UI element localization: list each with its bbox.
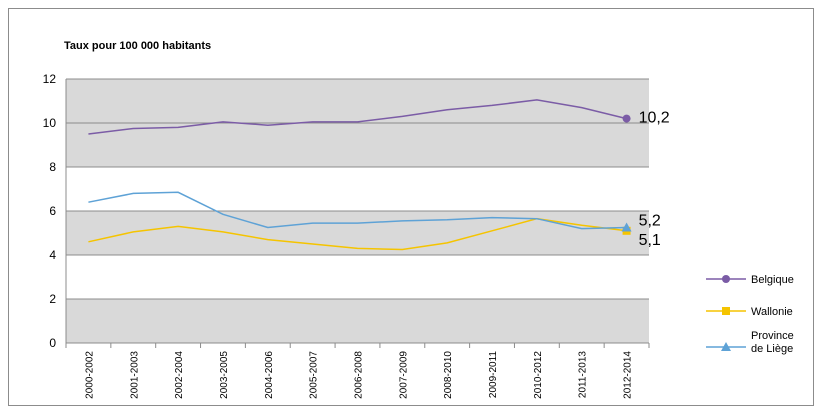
plot-bands: [66, 79, 649, 343]
x-tick-label: 2005-2007: [309, 351, 320, 399]
legend-label-line: de Liège: [751, 343, 793, 355]
x-tick-label: 2008-2010: [443, 351, 454, 399]
band-10-12: [66, 79, 649, 123]
y-tick-label: 10: [43, 116, 57, 130]
y-tick-label: 6: [49, 204, 56, 218]
y-tick-label: 0: [49, 336, 56, 350]
legend-label-line: Province: [751, 330, 794, 342]
series-lines: [88, 99, 632, 251]
legend-label-province-de-li-ge: Province de Liège: [751, 330, 794, 355]
x-axis-ticks: 2000-2002 2001-2003 2002-2004 2003-2005 2004…: [84, 351, 633, 399]
y-tick-label: 4: [49, 248, 56, 262]
series-end-marker-belgique: [622, 114, 631, 123]
x-tick-label: 2003-2005: [219, 351, 230, 399]
x-tick-label: 2000-2002: [84, 351, 95, 399]
legend-marker-wallonie: [722, 307, 730, 315]
band-0-2: [66, 299, 649, 343]
x-tick-label: 2004-2006: [264, 351, 275, 399]
x-tick-label: 2010-2012: [533, 351, 544, 399]
x-tick-label: 2006-2008: [354, 351, 365, 399]
end-label-wallonie: 5,1: [639, 232, 661, 249]
legend-marker-province-de-li-ge: [721, 342, 731, 351]
band-8-10: [66, 123, 649, 167]
chart-frame: Taux pour 100 000 habitants 0 2 4 6 8 10 12 20…: [8, 8, 814, 406]
x-tick-label: 2009-2011: [488, 351, 499, 399]
y-tick-label: 12: [43, 72, 57, 86]
chart-title: Taux pour 100 000 habitants: [64, 40, 211, 52]
series-line-province-de-li-ge: [88, 191, 627, 230]
x-tick-label: 2007-2009: [398, 351, 409, 399]
x-tick-label: 2002-2004: [174, 351, 185, 399]
legend-label-belgique: Belgique: [751, 274, 794, 286]
y-tick-label: 8: [49, 160, 56, 174]
y-axis-ticks: 0 2 4 6 8 10 12: [43, 72, 57, 350]
line-chart: Taux pour 100 000 habitants 0 2 4 6 8 10 12 20…: [43, 40, 794, 399]
end-label-belgique: 10,2: [639, 110, 670, 127]
y-tick-label: 2: [49, 292, 56, 306]
legend-label-wallonie: Wallonie: [751, 306, 793, 318]
end-label-province-de-li-ge: 5,2: [639, 213, 661, 230]
axes: [65, 79, 650, 348]
series-end-marker-province-de-li-ge: [621, 222, 632, 232]
end-labels: 10,2 5,1 5,2: [639, 110, 670, 249]
x-tick-label: 2012-2014: [623, 351, 634, 399]
x-tick-label: 2011-2013: [578, 351, 589, 399]
series-line-belgique: [88, 99, 627, 135]
legend: Belgique Wallonie Province de Liège: [706, 274, 794, 355]
x-tick-label: 2001-2003: [129, 351, 140, 399]
legend-marker-belgique: [722, 275, 730, 283]
